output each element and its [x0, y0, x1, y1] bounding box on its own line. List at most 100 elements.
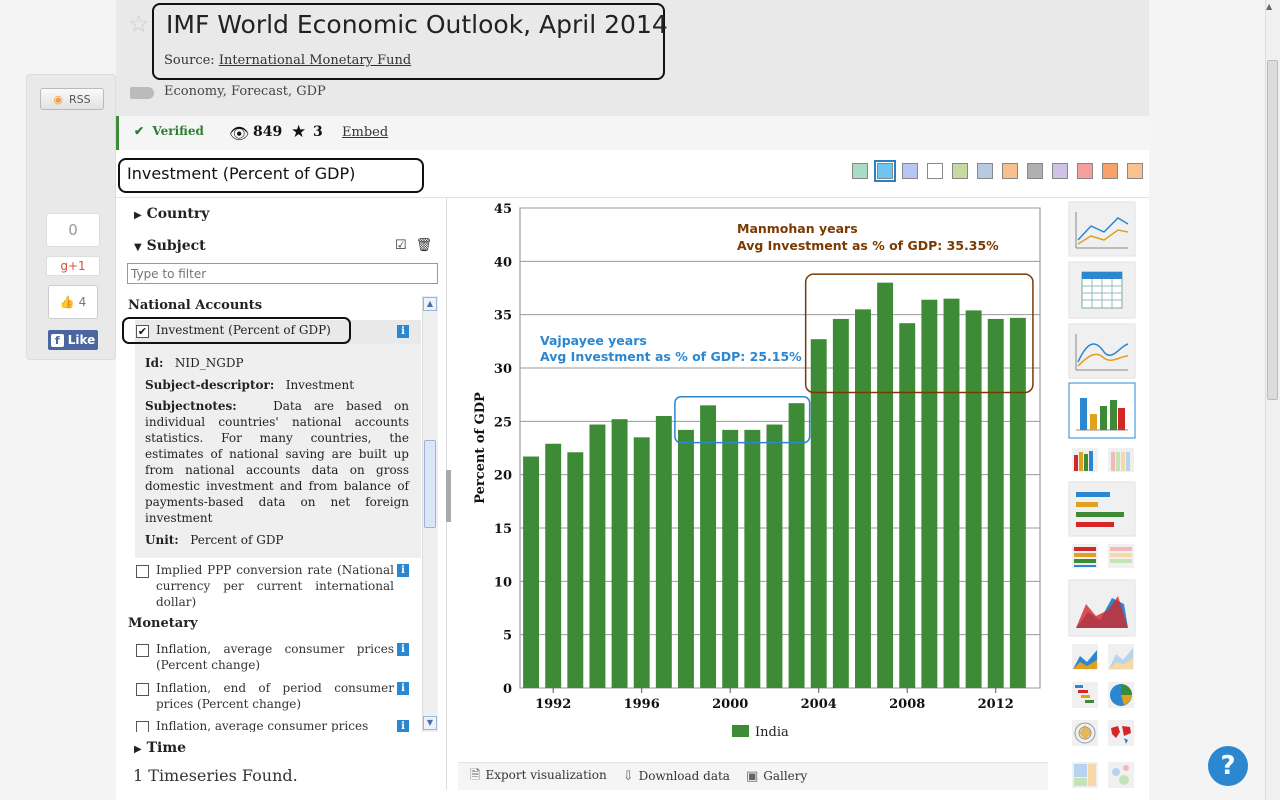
bar-2013: [1009, 317, 1026, 688]
page-scroll-up-icon[interactable]: ▲: [1266, 2, 1273, 11]
eye-icon: 👁: [229, 124, 250, 143]
area-chart-thumb[interactable]: [1068, 579, 1136, 637]
palette-swatch[interactable]: [902, 163, 918, 179]
country-section-toggle[interactable]: ▶ Country: [134, 206, 209, 222]
scroll-down-arrow-icon[interactable]: ▼: [423, 716, 437, 730]
inflation-avg2-checkbox[interactable]: [136, 721, 149, 732]
manmohan-highlight-box: [804, 273, 1034, 394]
info-icon[interactable]: i: [397, 720, 409, 732]
palette-swatch[interactable]: [1077, 163, 1093, 179]
info-icon[interactable]: i: [397, 682, 409, 695]
chart-footer: 🗎 Export visualization ⇩ Download data ▣ Ga…: [458, 762, 1048, 790]
inflation-eop-checkbox[interactable]: [136, 683, 149, 696]
info-icon[interactable]: i: [397, 564, 409, 577]
info-icon[interactable]: i: [397, 643, 409, 656]
palette-swatch[interactable]: [977, 163, 993, 179]
x-tick-label: 1996: [624, 697, 660, 712]
palette-swatch[interactable]: [852, 163, 868, 179]
bar-1994: [589, 424, 606, 688]
source-link[interactable]: International Monetary Fund: [218, 53, 412, 68]
facebook-like-button[interactable]: f Like: [48, 330, 98, 350]
scroll-up-arrow-icon[interactable]: ▲: [423, 297, 437, 311]
facebook-icon: f: [50, 333, 64, 347]
check-all-icon[interactable]: ☑: [395, 238, 407, 253]
line-chart-thumb[interactable]: [1068, 201, 1136, 257]
unit-value: Percent of GDP: [190, 533, 284, 547]
ppp-checkbox[interactable]: [136, 565, 149, 578]
stacked-horizontal-bar-thumb[interactable]: [1072, 544, 1098, 568]
inflation-avg-label: Inflation, average consumer prices (Perc…: [156, 642, 394, 672]
palette-swatch[interactable]: [1027, 163, 1043, 179]
palette-swatch[interactable]: [1002, 163, 1018, 179]
detail-id: Id: NID_NGDP: [145, 355, 244, 371]
info-icon[interactable]: i: [397, 325, 409, 338]
y-tick-label: 35: [494, 309, 512, 324]
bar-2011: [965, 310, 982, 688]
investment-checkbox[interactable]: ✔: [136, 325, 149, 338]
table-thumb[interactable]: [1068, 261, 1136, 319]
panel-resize-handle[interactable]: [446, 470, 451, 522]
triangle-right-icon: ▶: [134, 744, 142, 755]
palette-swatch[interactable]: [927, 163, 943, 179]
share-count: 0: [46, 213, 100, 247]
palette-swatch[interactable]: [1052, 163, 1068, 179]
subject-section-toggle[interactable]: ▼ Subject: [134, 238, 206, 254]
indicator-title: Investment (Percent of GDP): [127, 164, 356, 183]
selected-subject-row[interactable]: [135, 320, 421, 344]
descriptor-label: Subject-descriptor:: [145, 378, 275, 392]
stacked-bar-thumb[interactable]: [1072, 448, 1098, 472]
gantt-thumb[interactable]: [1072, 682, 1098, 708]
bar-2004: [810, 339, 827, 688]
palette-swatch[interactable]: [1102, 163, 1118, 179]
export-visualization-button[interactable]: 🗎 Export visualization: [470, 766, 607, 788]
trash-icon[interactable]: 🗑: [415, 238, 433, 253]
indicator-highlight-box: [118, 158, 424, 193]
vajpayee-annotation-line: Vajpayee years: [540, 333, 647, 348]
stacked-area-pct-thumb[interactable]: [1108, 644, 1134, 670]
horizontal-bar-thumb[interactable]: [1068, 481, 1136, 537]
star-outline-icon[interactable]: ☆: [128, 10, 150, 38]
time-section-toggle[interactable]: ▶ Time: [134, 740, 186, 756]
stacked-area-thumb[interactable]: [1072, 644, 1098, 670]
pie-chart-thumb[interactable]: [1108, 682, 1134, 708]
y-tick-label: 45: [494, 202, 512, 217]
embed-link[interactable]: Embed: [342, 125, 389, 140]
palette-swatch[interactable]: [1127, 163, 1143, 179]
help-button[interactable]: ?: [1208, 746, 1248, 786]
triangle-down-icon: ▼: [134, 242, 142, 253]
stacked-bar-pct-thumb[interactable]: [1108, 448, 1134, 472]
chart-type-picker: [1068, 201, 1136, 788]
stacked-horizontal-pct-thumb[interactable]: [1108, 544, 1134, 568]
bubble-chart-thumb[interactable]: [1108, 762, 1134, 788]
gplus-button[interactable]: g+1: [46, 256, 100, 276]
dataset-header: [116, 0, 1149, 116]
view-count: 849: [253, 124, 283, 140]
list-scroll-thumb[interactable]: [424, 440, 436, 528]
bar-2002: [766, 424, 783, 688]
like-count-button[interactable]: 👍 4: [48, 285, 98, 319]
treemap-thumb[interactable]: [1072, 762, 1098, 788]
bar-chart-thumb[interactable]: [1068, 382, 1136, 439]
palette-swatch[interactable]: [952, 163, 968, 179]
inflation-avg-checkbox[interactable]: [136, 644, 149, 657]
filter-input[interactable]: [127, 263, 438, 284]
detail-unit: Unit: Percent of GDP: [145, 532, 284, 548]
subject-details: [135, 344, 421, 558]
rss-button[interactable]: ◉ RSS: [40, 88, 104, 110]
notes-label: Subjectnotes:: [145, 399, 237, 413]
page-scroll-thumb[interactable]: [1267, 60, 1278, 400]
radar-chart-thumb[interactable]: [1072, 720, 1098, 746]
download-data-button[interactable]: ⇩ Download data: [623, 769, 730, 784]
page-title: IMF World Economic Outlook, April 2014: [166, 10, 668, 39]
spline-chart-thumb[interactable]: [1068, 323, 1136, 379]
download-icon: ⇩: [622, 769, 634, 784]
legend-swatch: [732, 725, 749, 737]
bar-2000: [722, 429, 739, 688]
x-tick-label: 2008: [889, 697, 925, 712]
title-highlight-box: [152, 3, 665, 80]
bar-1999: [700, 405, 717, 688]
bar-1995: [611, 419, 628, 688]
palette-swatch[interactable]: [874, 160, 896, 182]
gallery-button[interactable]: ▣ Gallery: [746, 769, 807, 784]
map-thumb[interactable]: [1108, 720, 1134, 746]
